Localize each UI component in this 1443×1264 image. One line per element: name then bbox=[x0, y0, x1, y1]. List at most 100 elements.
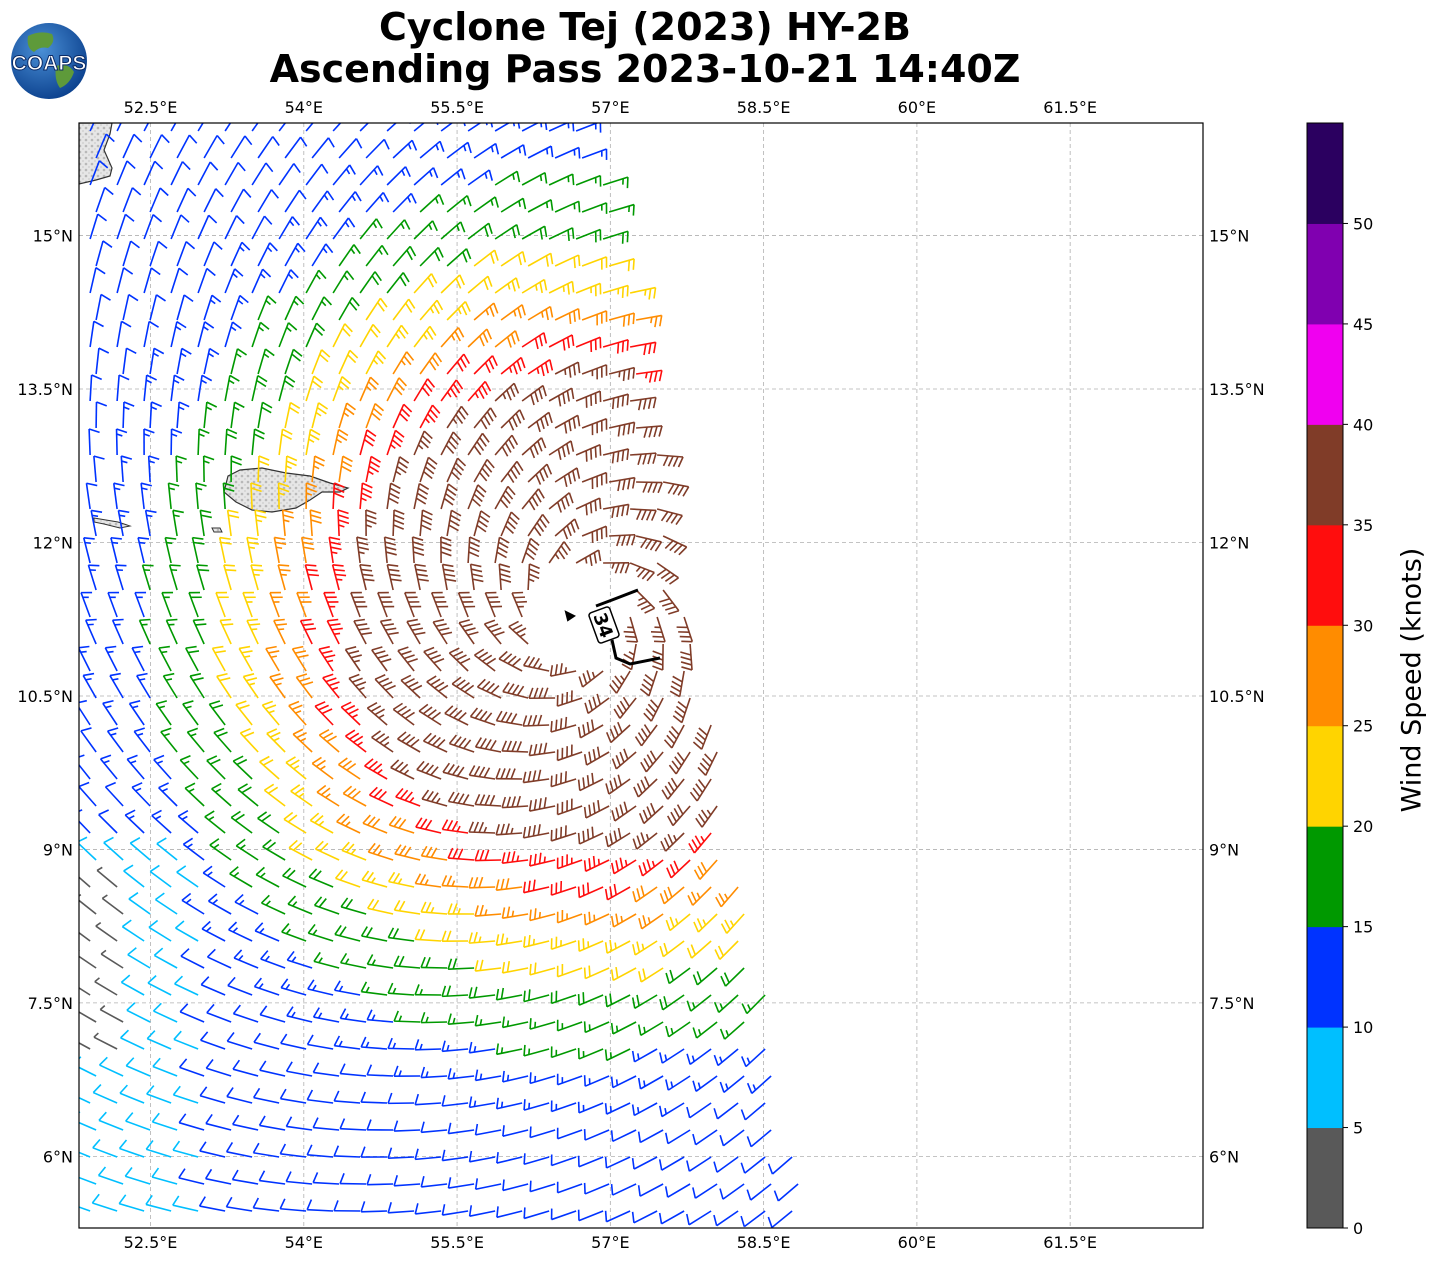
wind-barb bbox=[152, 1057, 178, 1077]
wind-barb bbox=[176, 347, 192, 375]
wind-barb bbox=[474, 1014, 502, 1027]
wind-barb bbox=[414, 1093, 442, 1106]
wind-barb bbox=[79, 931, 91, 942]
wind-barb bbox=[500, 511, 520, 537]
wind-barb bbox=[468, 1041, 496, 1054]
wind-barb bbox=[230, 188, 252, 213]
wind-barb bbox=[101, 894, 124, 915]
wind-barb bbox=[181, 892, 205, 915]
wind-barb bbox=[447, 1068, 475, 1080]
wind-barb bbox=[312, 1172, 340, 1185]
wind-barb bbox=[158, 645, 172, 672]
wind-barb bbox=[693, 913, 718, 933]
wind-barb bbox=[258, 1170, 286, 1185]
wind-barb bbox=[631, 1156, 658, 1170]
colorbar-tick-label: 50 bbox=[1353, 214, 1373, 233]
wind-barb bbox=[278, 123, 287, 132]
wind-barb bbox=[501, 1070, 529, 1083]
wind-barb bbox=[605, 774, 631, 795]
wind-barb bbox=[178, 1058, 205, 1077]
wind-barb bbox=[575, 497, 602, 516]
wind-barb bbox=[556, 744, 583, 762]
wind-barb bbox=[604, 1102, 631, 1115]
wind-barb bbox=[637, 1129, 664, 1144]
wind-barb bbox=[191, 536, 205, 564]
wind-barb bbox=[257, 295, 277, 321]
wind-barb bbox=[664, 1183, 691, 1198]
wind-barb bbox=[278, 216, 300, 240]
wind-barb bbox=[446, 248, 472, 267]
wind-barb bbox=[393, 1065, 421, 1077]
wind-barb bbox=[392, 509, 405, 537]
wind-barb bbox=[281, 509, 294, 537]
wind-barb bbox=[665, 913, 691, 932]
wind-barb bbox=[246, 536, 259, 564]
wind-barb bbox=[258, 1115, 286, 1131]
wind-barb bbox=[232, 1004, 259, 1023]
wind-barb bbox=[550, 1100, 577, 1113]
wind-barb bbox=[577, 719, 604, 739]
wind-barb bbox=[257, 242, 278, 267]
lon-tick-label-top: 58.5°E bbox=[737, 98, 791, 117]
wind-barb bbox=[306, 1199, 334, 1212]
wind-barb bbox=[285, 1116, 313, 1131]
wind-barb bbox=[420, 1066, 448, 1079]
wind-barb bbox=[440, 379, 464, 402]
wind-barb bbox=[170, 374, 185, 402]
wind-barb bbox=[556, 1127, 583, 1140]
wind-barb bbox=[502, 682, 529, 699]
wind-barb bbox=[323, 591, 339, 618]
wind-barb bbox=[720, 967, 745, 987]
wind-barb bbox=[773, 1183, 799, 1202]
wind-barb bbox=[285, 1171, 313, 1185]
wind-barb bbox=[365, 244, 389, 267]
wind-barb bbox=[630, 508, 657, 521]
wind-barb bbox=[219, 618, 234, 645]
wind-barb bbox=[345, 729, 367, 753]
wind-barb bbox=[364, 758, 388, 780]
wind-barb bbox=[278, 269, 299, 294]
wind-barb bbox=[225, 1196, 253, 1212]
wind-barb bbox=[608, 258, 635, 272]
lon-tick-label-top: 61.5°E bbox=[1043, 98, 1097, 117]
wind-barb bbox=[259, 1060, 286, 1077]
wind-barb bbox=[366, 1064, 394, 1077]
wind-barb bbox=[313, 896, 340, 915]
wind-barb bbox=[257, 455, 270, 483]
wind-barb bbox=[185, 645, 200, 672]
wind-barb bbox=[95, 921, 118, 942]
wind-barb bbox=[292, 728, 313, 753]
wind-barb bbox=[390, 759, 415, 780]
wind-barb bbox=[474, 904, 502, 917]
wind-barb bbox=[365, 509, 377, 537]
wind-barb bbox=[610, 913, 637, 928]
wind-barb bbox=[138, 618, 151, 645]
wind-barb bbox=[387, 927, 415, 942]
wind-barb bbox=[230, 241, 251, 267]
wind-barb bbox=[278, 428, 293, 456]
wind-barb bbox=[120, 974, 145, 996]
wind-barb bbox=[312, 1117, 340, 1131]
wind-barb bbox=[309, 509, 322, 537]
wind-barb bbox=[106, 727, 124, 753]
wind-barb bbox=[658, 1210, 685, 1225]
wind-barb bbox=[365, 455, 381, 483]
wind-barb bbox=[659, 886, 685, 905]
wind-barb bbox=[501, 851, 529, 864]
wind-barb bbox=[604, 993, 631, 1008]
wind-barb bbox=[556, 854, 583, 870]
wind-barb bbox=[288, 839, 313, 861]
wind-barb bbox=[79, 645, 91, 672]
wind-barb bbox=[353, 618, 372, 645]
wind-barb bbox=[371, 646, 392, 672]
wind-barb bbox=[145, 1194, 172, 1212]
wind-barb bbox=[332, 164, 356, 186]
wind-barb bbox=[128, 892, 151, 915]
wind-barb bbox=[548, 334, 575, 351]
wind-barb bbox=[80, 727, 97, 753]
wind-barb bbox=[79, 1056, 97, 1077]
wind-barb bbox=[224, 161, 246, 186]
wind-barb bbox=[92, 1138, 118, 1158]
wind-barb bbox=[158, 782, 178, 807]
lon-tick-label-top: 54°E bbox=[285, 98, 323, 117]
